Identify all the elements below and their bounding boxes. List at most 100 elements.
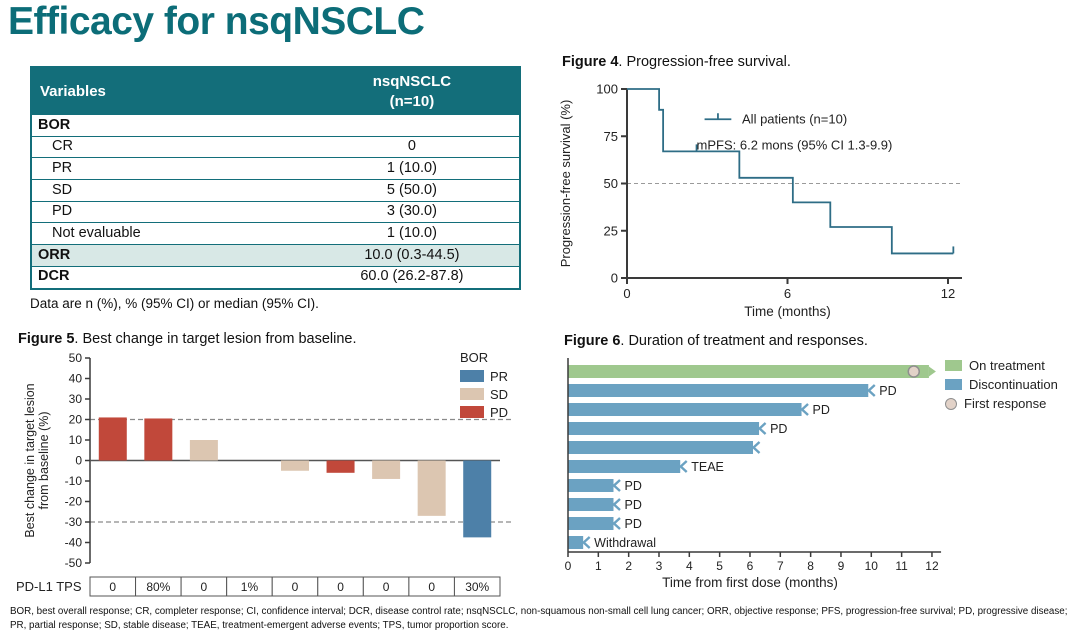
bar-end-label: TEAE: [691, 460, 724, 474]
tick-label: 10: [865, 559, 879, 573]
tps-cell: [453, 576, 501, 597]
swimmer-bar: [568, 517, 614, 530]
table-header-variables: Variables: [31, 67, 305, 115]
tps-value: 0: [383, 580, 390, 594]
waterfall-chart: 50 40 30 20 10 0 -10 -20 -30 -40 -50 Best change in…: [16, 350, 514, 597]
swimmer-bar: [568, 536, 584, 549]
legend-label: First response: [964, 396, 1047, 411]
swimmer-bar: [568, 498, 614, 511]
waterfall-bar: [98, 417, 127, 461]
waterfall-bar: [281, 460, 309, 471]
legend-label: SD: [490, 387, 508, 402]
legend-label: Discontinuation: [969, 377, 1058, 392]
efficacy-table-body: BOR CR 0 PR 1 (10.0) SD 5 (50.0) PD 3 (30.0) Not …: [31, 115, 520, 289]
km-chart: 0 25 50 75 100 0 6 12 Time (months) Progression-f…: [558, 82, 962, 319]
tick-label: 75: [604, 129, 618, 144]
bar-end-label: PD: [813, 403, 830, 417]
tick-label: 10: [69, 433, 83, 447]
tick-label: 0: [565, 559, 572, 573]
figure6-swimmer: Figure 6. Duration of treatment and resp…: [560, 333, 1080, 592]
figure4-label: Figure 4: [562, 54, 619, 70]
swimmer-bar: [568, 365, 929, 378]
table-row: PD 3 (30.0): [31, 201, 520, 223]
end-arrow: [800, 403, 809, 416]
tick-label: 5: [716, 559, 723, 573]
figure6-caption: Figure 6. Duration of treatment and resp…: [564, 333, 1080, 349]
waterfall-bar: [372, 460, 401, 479]
legend-label: PR: [490, 369, 508, 384]
end-arrow: [866, 384, 876, 397]
tick-label: 0: [75, 454, 82, 468]
tick-label: 12: [941, 286, 955, 301]
table-row: CR 0: [31, 136, 520, 158]
tick-label: 1: [595, 559, 602, 573]
swimmer-bar: [568, 422, 760, 435]
tick-label: 100: [596, 82, 618, 97]
km-legend-label: All patients (n=10): [742, 112, 847, 127]
table-header-row: Variables nsqNSCLC (n=10): [31, 67, 520, 115]
swimmer-bar: [568, 441, 754, 454]
end-arrow: [612, 479, 621, 492]
x-axis-label: Time from first dose (months): [662, 575, 838, 590]
waterfall-bar: [326, 460, 355, 473]
legend-swatch: [945, 360, 962, 371]
tick-label: -30: [65, 515, 83, 529]
legend-item: Discontinuation: [945, 377, 1058, 392]
figure4-pfs: Figure 4. Progression-free survival. 0 25…: [558, 54, 1080, 328]
legend-swatch: [945, 379, 962, 390]
tps-value: 1%: [241, 580, 259, 594]
row-label: CR: [52, 138, 73, 155]
row-label: ORR: [38, 246, 71, 263]
row-value: 60.0 (26.2-87.8): [360, 268, 464, 285]
tick-label: 50: [604, 176, 618, 191]
y-axis-label: Progression-free survival (%): [558, 100, 573, 268]
table-note: Data are n (%), % (95% CI) or median (95…: [30, 295, 319, 311]
tick-label: 12: [925, 559, 939, 573]
waterfall-bar: [144, 418, 173, 461]
tps-value: 0: [109, 580, 116, 594]
tick-label: 50: [69, 351, 83, 365]
row-label: Not evaluable: [52, 224, 141, 241]
tick-label: 9: [838, 559, 845, 573]
bor-legend-title: BOR: [460, 350, 488, 365]
table-row: ORR 10.0 (0.3-44.5): [31, 244, 520, 267]
end-arrow: [581, 536, 591, 549]
end-arrow: [612, 498, 621, 511]
table-header-group-line2: (n=10): [389, 92, 435, 110]
figure4-title: . Progression-free survival.: [618, 54, 791, 70]
page-title: Efficacy for nsqNSCLC: [8, 0, 425, 43]
row-value: 1 (10.0): [386, 224, 437, 241]
bar-end-label: PD: [624, 517, 641, 531]
legend-label: On treatment: [969, 358, 1045, 373]
table-row: Not evaluable 1 (10.0): [31, 223, 520, 245]
figure6-title: . Duration of treatment and responses.: [620, 333, 868, 349]
tick-label: 7: [777, 559, 784, 573]
row-label: PR: [52, 159, 73, 176]
end-arrow: [678, 460, 688, 473]
x-axis-label: Time (months): [744, 304, 831, 319]
bar-end-label: PD: [624, 479, 641, 493]
row-value: 5 (50.0): [386, 181, 437, 198]
bar-end-label: PD: [770, 422, 787, 436]
legend-label: PD: [490, 405, 508, 420]
tick-label: -10: [65, 474, 83, 488]
legend-item: First response: [945, 396, 1058, 411]
figure5-title: . Best change in target lesion from base…: [74, 331, 357, 347]
legend-item: On treatment: [945, 358, 1058, 373]
row-value: [305, 115, 520, 136]
swimmer-bar: [568, 384, 869, 397]
tick-label: -40: [65, 536, 83, 550]
swimmer-bar: [568, 479, 614, 492]
table-header-group-line1: nsqNSCLC: [372, 73, 452, 90]
efficacy-table-block: Variables nsqNSCLC (n=10) BOR CR 0 PR 1 (10.…: [30, 66, 521, 311]
tps-value: 30%: [465, 580, 489, 594]
table-header-group: nsqNSCLC (n=10): [304, 67, 520, 115]
tps-row-label: PD-L1 TPS: [16, 579, 82, 594]
figure5-label: Figure 5: [18, 331, 75, 347]
row-label: SD: [52, 181, 73, 198]
figure5-waterfall: Figure 5. Best change in target lesion f…: [14, 331, 540, 607]
tick-label: 2: [625, 559, 632, 573]
end-arrow: [757, 422, 767, 435]
table-row: SD 5 (50.0): [31, 180, 520, 202]
